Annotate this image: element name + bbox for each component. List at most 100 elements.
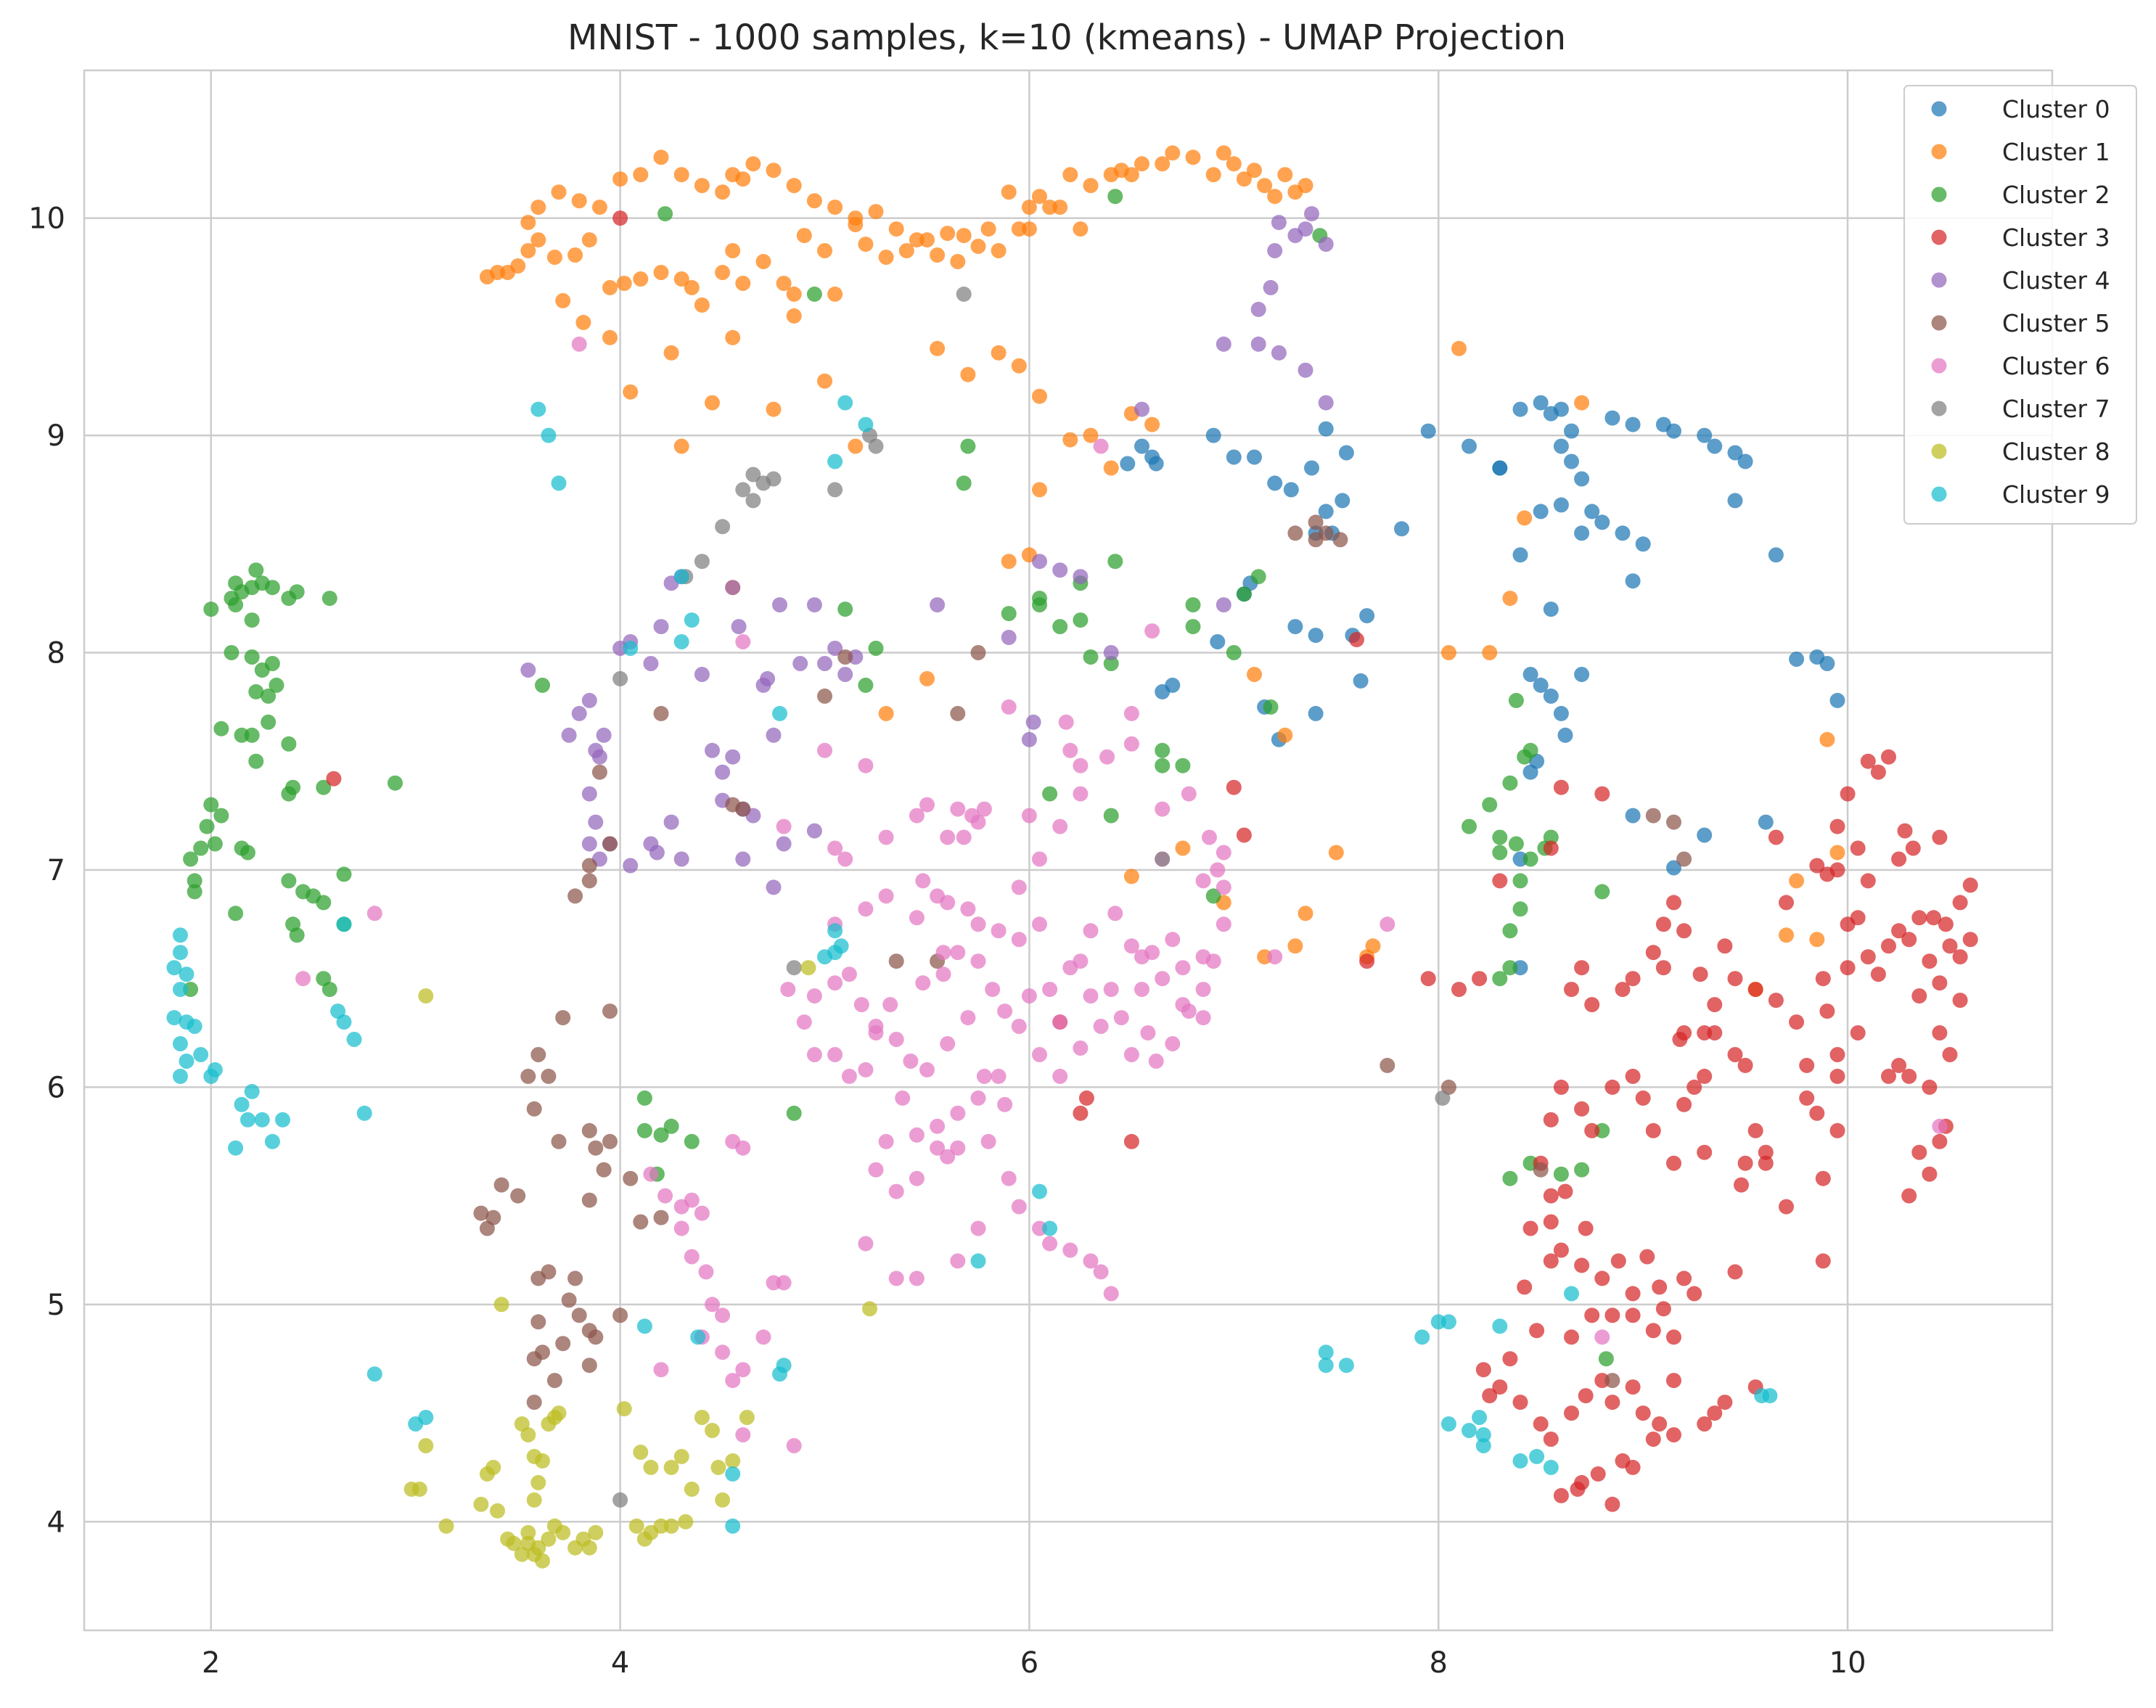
legend-item: Cluster 9	[1931, 480, 2110, 509]
data-point	[588, 1140, 604, 1156]
data-point	[1247, 449, 1262, 465]
data-point	[1365, 938, 1381, 954]
data-point	[1604, 410, 1620, 426]
data-point	[715, 764, 731, 780]
data-point	[786, 960, 802, 976]
data-point	[561, 1292, 577, 1308]
data-point	[1181, 786, 1197, 802]
data-point	[1850, 840, 1866, 856]
data-point	[1492, 1379, 1508, 1395]
data-point	[980, 221, 996, 237]
data-point	[1543, 1112, 1559, 1128]
data-point	[940, 829, 956, 845]
data-point	[248, 683, 264, 699]
data-point	[837, 649, 853, 665]
data-point	[1840, 786, 1856, 802]
data-point	[1578, 1388, 1594, 1404]
data-point	[628, 1518, 644, 1534]
legend-marker	[1931, 101, 1947, 117]
data-point	[596, 1162, 612, 1178]
data-point	[1298, 906, 1313, 921]
data-point	[673, 438, 689, 454]
data-point	[1891, 923, 1907, 939]
data-point	[1287, 619, 1303, 635]
data-point	[940, 1036, 956, 1051]
data-point	[673, 271, 689, 287]
data-point	[882, 997, 898, 1013]
data-point	[1625, 573, 1641, 589]
data-point	[546, 1373, 562, 1389]
data-point	[1155, 801, 1171, 817]
data-point	[1815, 971, 1831, 987]
data-point	[653, 619, 669, 635]
data-point	[827, 923, 843, 939]
data-point	[827, 1047, 843, 1062]
data-point	[581, 1192, 597, 1208]
data-point	[1083, 649, 1099, 665]
data-point	[673, 569, 689, 585]
data-point	[1103, 1286, 1119, 1302]
data-point	[1707, 438, 1723, 454]
data-point	[1093, 1019, 1109, 1034]
data-point	[173, 927, 188, 943]
data-point	[950, 254, 966, 269]
data-point	[1564, 1286, 1579, 1302]
data-point	[1578, 1220, 1594, 1236]
data-point	[1850, 910, 1866, 926]
data-point	[1604, 1496, 1620, 1512]
data-point	[792, 656, 808, 671]
data-point	[1083, 923, 1099, 939]
data-point	[657, 1188, 673, 1204]
data-point	[1073, 1105, 1089, 1121]
data-point	[571, 705, 587, 721]
data-point	[1564, 1329, 1579, 1345]
data-point	[346, 1032, 362, 1047]
data-point	[1635, 1090, 1651, 1106]
data-point	[1815, 1253, 1831, 1269]
data-point	[663, 345, 679, 361]
data-point	[725, 1518, 741, 1534]
data-point	[541, 1531, 557, 1547]
data-point	[715, 1344, 731, 1360]
data-point	[1747, 1122, 1763, 1138]
data-point	[1107, 906, 1123, 921]
data-point	[970, 916, 986, 932]
data-point	[555, 1336, 571, 1352]
data-point	[858, 677, 874, 693]
legend-marker	[1931, 186, 1947, 202]
data-point	[602, 279, 618, 295]
data-point	[326, 771, 342, 787]
data-point	[1543, 1214, 1559, 1230]
axis-tick-labels: 2 4 6 8 10 4 5 6 7 8 9 10	[28, 202, 1866, 1680]
data-point	[1287, 938, 1303, 954]
data-point	[673, 1220, 689, 1236]
data-point	[1584, 504, 1600, 520]
legend-marker	[1931, 315, 1947, 331]
data-point	[1123, 1047, 1139, 1062]
data-point	[1338, 445, 1354, 461]
data-point	[1073, 757, 1089, 773]
data-point	[520, 1068, 536, 1084]
data-point	[1543, 1188, 1559, 1204]
data-point	[1594, 786, 1610, 802]
data-point	[1809, 858, 1825, 874]
data-point	[903, 1054, 919, 1069]
data-point	[1584, 997, 1600, 1013]
data-point	[956, 228, 972, 244]
data-point	[1815, 1170, 1831, 1186]
data-point	[1308, 628, 1324, 644]
data-point	[898, 243, 914, 258]
data-point	[1462, 1423, 1477, 1438]
data-point	[541, 1068, 557, 1084]
data-point	[1482, 1388, 1498, 1404]
data-point	[633, 1445, 649, 1460]
data-point	[1462, 818, 1477, 834]
data-point	[1922, 953, 1938, 969]
data-point	[786, 178, 802, 194]
data-point	[841, 966, 857, 982]
data-point	[1860, 949, 1876, 965]
data-point	[766, 401, 782, 417]
data-point	[970, 1253, 986, 1269]
data-point	[581, 1358, 597, 1374]
legend-item: Cluster 7	[1931, 395, 2110, 423]
